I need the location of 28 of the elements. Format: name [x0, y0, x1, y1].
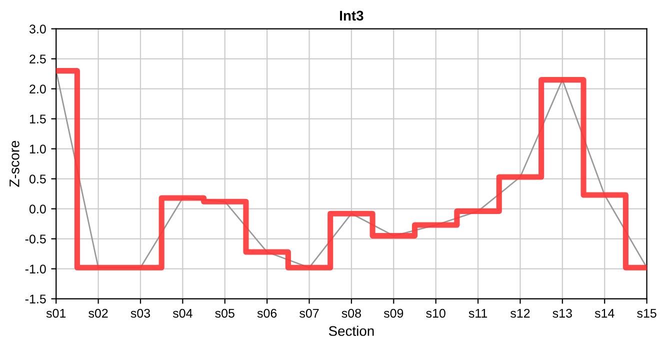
x-tick-label: s03	[130, 308, 150, 318]
x-tick-label: s01	[46, 308, 66, 318]
y-tick-label: 0.0	[29, 204, 46, 214]
y-tick-label: 0.5	[29, 174, 46, 184]
y-tick-label: -1.0	[25, 264, 46, 274]
x-tick-label: s08	[342, 308, 361, 318]
x-tick-label: s06	[257, 308, 277, 318]
y-tick-label: 2.0	[30, 84, 46, 94]
y-tick-label: 1.0	[30, 144, 46, 154]
y-tick-label: 3.0	[29, 24, 46, 34]
x-tick-label: s09	[384, 308, 404, 318]
x-tick-label: s11	[468, 308, 488, 318]
x-tick-label: s07	[300, 308, 319, 318]
chart-title: Int3	[340, 10, 364, 21]
y-tick-label: 2.5	[30, 54, 46, 64]
x-tick-label: s10	[426, 308, 446, 318]
x-tick-label: s13	[552, 308, 572, 318]
y-axis-title: Z-score	[10, 140, 20, 187]
y-tick-label: -1.5	[25, 294, 46, 304]
x-tick-label: s15	[637, 308, 656, 318]
x-axis-title: Section	[328, 326, 374, 336]
x-tick-label: s05	[215, 308, 234, 318]
x-tick-label: s02	[88, 308, 108, 318]
y-tick-label: -0.5	[25, 234, 46, 244]
y-tick-label: 1.5	[30, 114, 46, 124]
x-tick-label: s14	[594, 308, 614, 318]
x-tick-label: s04	[172, 308, 192, 318]
x-tick-label: s12	[510, 308, 530, 318]
